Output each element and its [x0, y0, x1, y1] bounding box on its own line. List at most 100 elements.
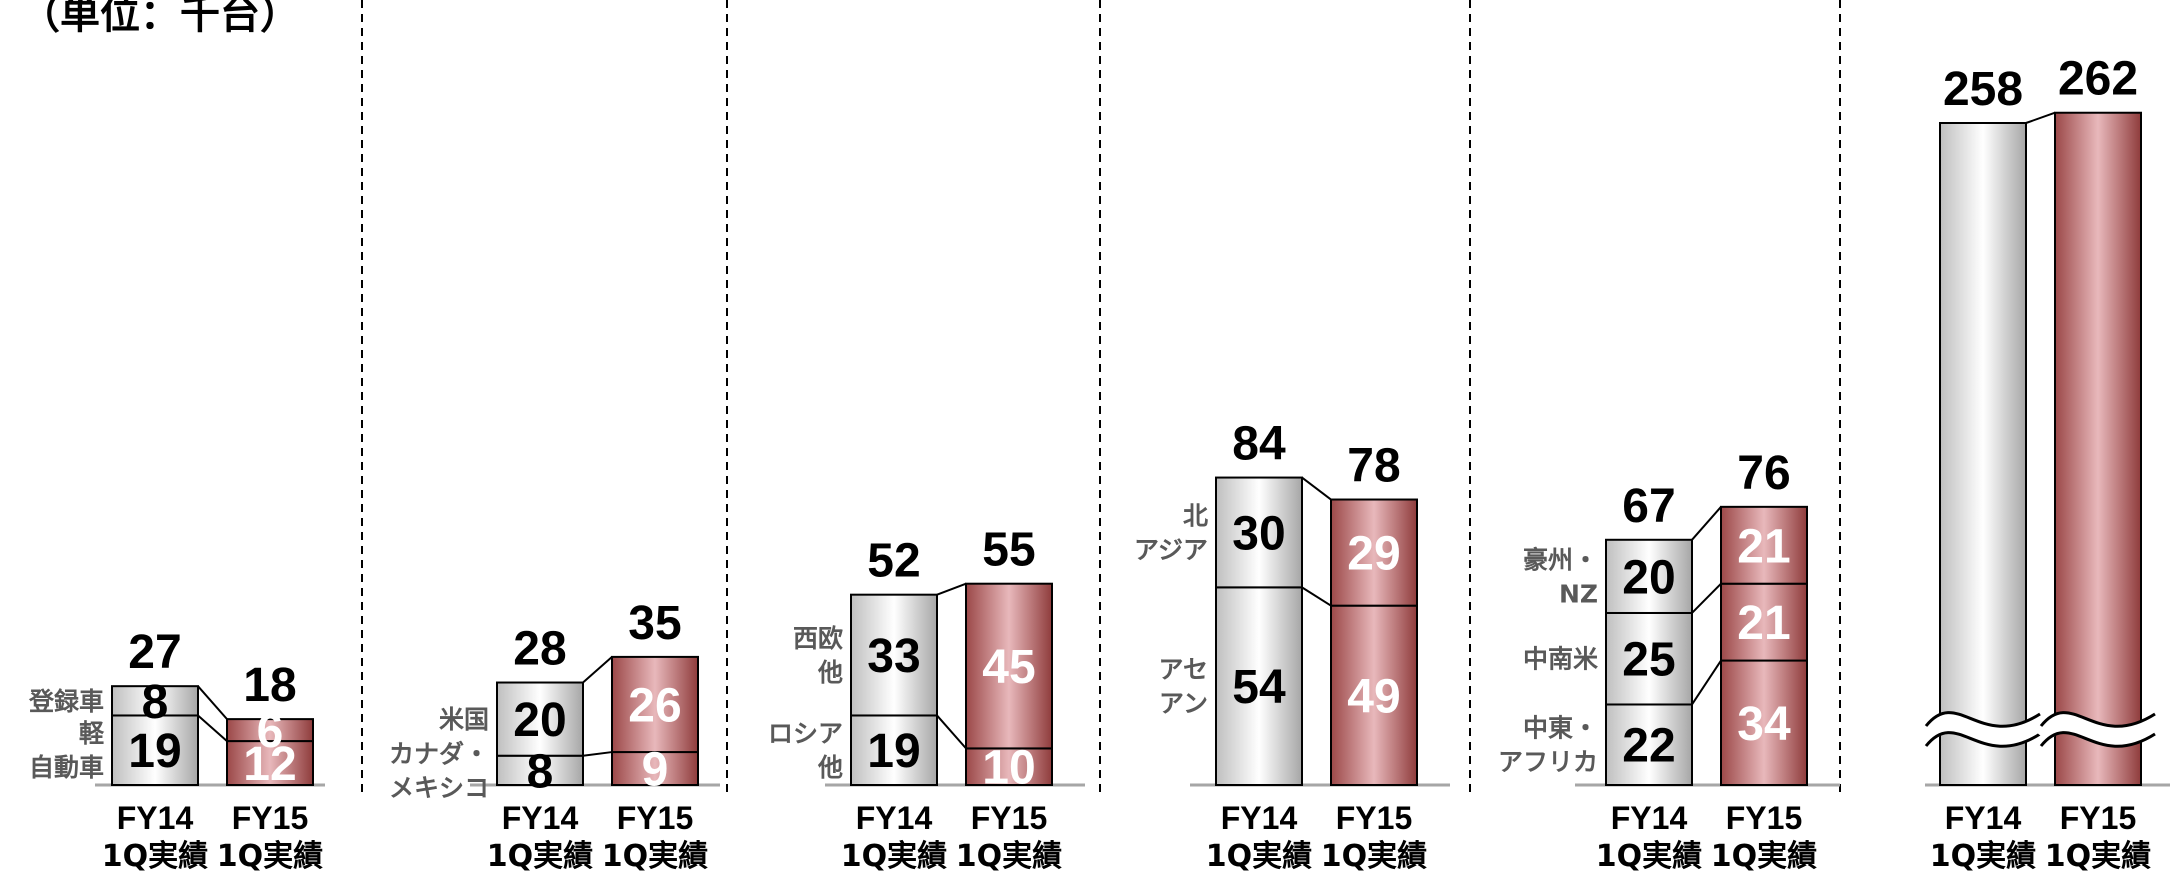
x-label-fiscal-year: FY15 — [1726, 800, 1802, 836]
connector-line — [197, 685, 228, 720]
category-label: 中南米 — [1523, 645, 1599, 674]
category-label: 登録車 — [28, 687, 104, 716]
connector-line — [1691, 506, 1722, 541]
x-label-period: 1Q実績 — [1321, 839, 1427, 874]
axis-break-mark — [2033, 712, 2161, 747]
category-label: アセ — [1158, 655, 1208, 684]
segment-value-label: 22 — [1622, 720, 1675, 773]
segment-value-label: 20 — [1622, 551, 1675, 604]
segment-value-label: 29 — [1347, 528, 1400, 581]
category-label: 北 — [1183, 501, 1208, 530]
segment-value-label: 45 — [982, 641, 1035, 694]
segment-value-label: 8 — [527, 745, 554, 798]
category-label: アン — [1159, 689, 1208, 718]
x-label-fiscal-year: FY14 — [856, 800, 933, 836]
category-label: アジア — [1134, 535, 1208, 564]
total-label: 262 — [2058, 53, 2138, 106]
segment-value-label: 12 — [243, 738, 296, 791]
bar-segment — [111, 714, 199, 787]
connector-line — [936, 714, 967, 750]
category-label: 軽 — [79, 719, 105, 748]
total-label: 55 — [982, 524, 1035, 577]
category-label: カナダ・ — [389, 739, 489, 768]
bar — [1939, 122, 2027, 786]
bar-segment — [1330, 604, 1418, 786]
segment-value-label: 54 — [1232, 661, 1286, 714]
category-label: 自動車 — [29, 753, 104, 782]
bar-segment — [496, 754, 584, 786]
total-label: 52 — [867, 535, 920, 588]
total-label: 18 — [243, 659, 296, 712]
segment-value-label: 49 — [1347, 670, 1400, 723]
total-label: 35 — [628, 597, 681, 650]
bar-segment — [1605, 611, 1693, 706]
segment-value-label: 9 — [642, 744, 669, 797]
x-label-period: 1Q実績 — [102, 839, 208, 874]
x-label-fiscal-year: FY14 — [117, 800, 194, 836]
total-label: 78 — [1347, 440, 1400, 493]
axis-break-line — [2039, 711, 2156, 728]
connector-line — [2025, 111, 2056, 124]
x-label-period: 1Q実績 — [2045, 839, 2151, 874]
bar-segment — [1720, 659, 1808, 786]
bar-segment — [611, 655, 699, 754]
x-label-period: 1Q実績 — [1930, 839, 2036, 874]
segment-value-label: 25 — [1622, 634, 1675, 687]
segment-value-label: 33 — [867, 630, 920, 683]
bar-segment — [965, 747, 1053, 787]
connector-line — [936, 582, 967, 596]
bar-segment — [1720, 505, 1808, 585]
segment-value-label: 30 — [1232, 507, 1285, 560]
connector-line — [582, 656, 613, 684]
connector-line — [1691, 582, 1722, 614]
x-label-period: 1Q実績 — [1206, 839, 1312, 874]
axis-break-mark — [1918, 712, 2046, 747]
x-label-fiscal-year: FY14 — [1221, 800, 1298, 836]
x-label-fiscal-year: FY15 — [2060, 800, 2136, 836]
connector-line — [1301, 476, 1332, 501]
segment-value-label: 26 — [628, 679, 681, 732]
bar-segment — [850, 593, 938, 717]
connector-line — [582, 751, 613, 757]
total-label: 258 — [1943, 63, 2023, 116]
bar-segment — [226, 718, 314, 743]
segment-value-label: 20 — [513, 694, 566, 747]
x-label-fiscal-year: FY15 — [971, 800, 1047, 836]
segment-value-label: 19 — [128, 725, 181, 778]
bar-segment — [965, 582, 1053, 750]
total-label: 27 — [128, 626, 181, 679]
segment-value-label: 21 — [1737, 597, 1790, 650]
segment-value-label: 34 — [1737, 698, 1791, 751]
bar — [2054, 111, 2142, 786]
category-label: 米国 — [439, 705, 489, 734]
x-label-period: 1Q実績 — [602, 839, 708, 874]
segment-value-label: 21 — [1737, 520, 1790, 573]
category-label: 豪州・ — [1523, 545, 1598, 574]
segment-value-label: 19 — [867, 725, 920, 778]
bar-segment — [496, 681, 584, 757]
category-label: ロシア — [768, 719, 843, 748]
category-label: NZ — [1559, 579, 1598, 608]
x-label-period: 1Q実績 — [841, 839, 947, 874]
segment-value-label: 10 — [982, 742, 1035, 795]
bar-segment — [111, 685, 199, 717]
segment-value-label: 8 — [142, 676, 169, 729]
total-label: 76 — [1737, 447, 1790, 500]
x-label-fiscal-year: FY15 — [1336, 800, 1412, 836]
connector-line — [1691, 660, 1722, 706]
x-label-fiscal-year: FY14 — [502, 800, 579, 836]
x-label-period: 1Q実績 — [487, 839, 593, 874]
category-label: 他 — [817, 658, 843, 687]
category-label: 他 — [817, 753, 843, 782]
total-label: 84 — [1232, 418, 1286, 471]
x-label-fiscal-year: FY14 — [1945, 800, 2022, 836]
x-label-fiscal-year: FY14 — [1611, 800, 1688, 836]
bar-segment — [1330, 498, 1418, 607]
axis-break-line — [1924, 711, 2041, 728]
segment-value-label: 6 — [257, 705, 284, 758]
bar-segment — [1605, 703, 1693, 786]
bar-segment — [1215, 586, 1303, 786]
bar-segment — [226, 740, 314, 787]
bar-segment — [1605, 538, 1693, 614]
